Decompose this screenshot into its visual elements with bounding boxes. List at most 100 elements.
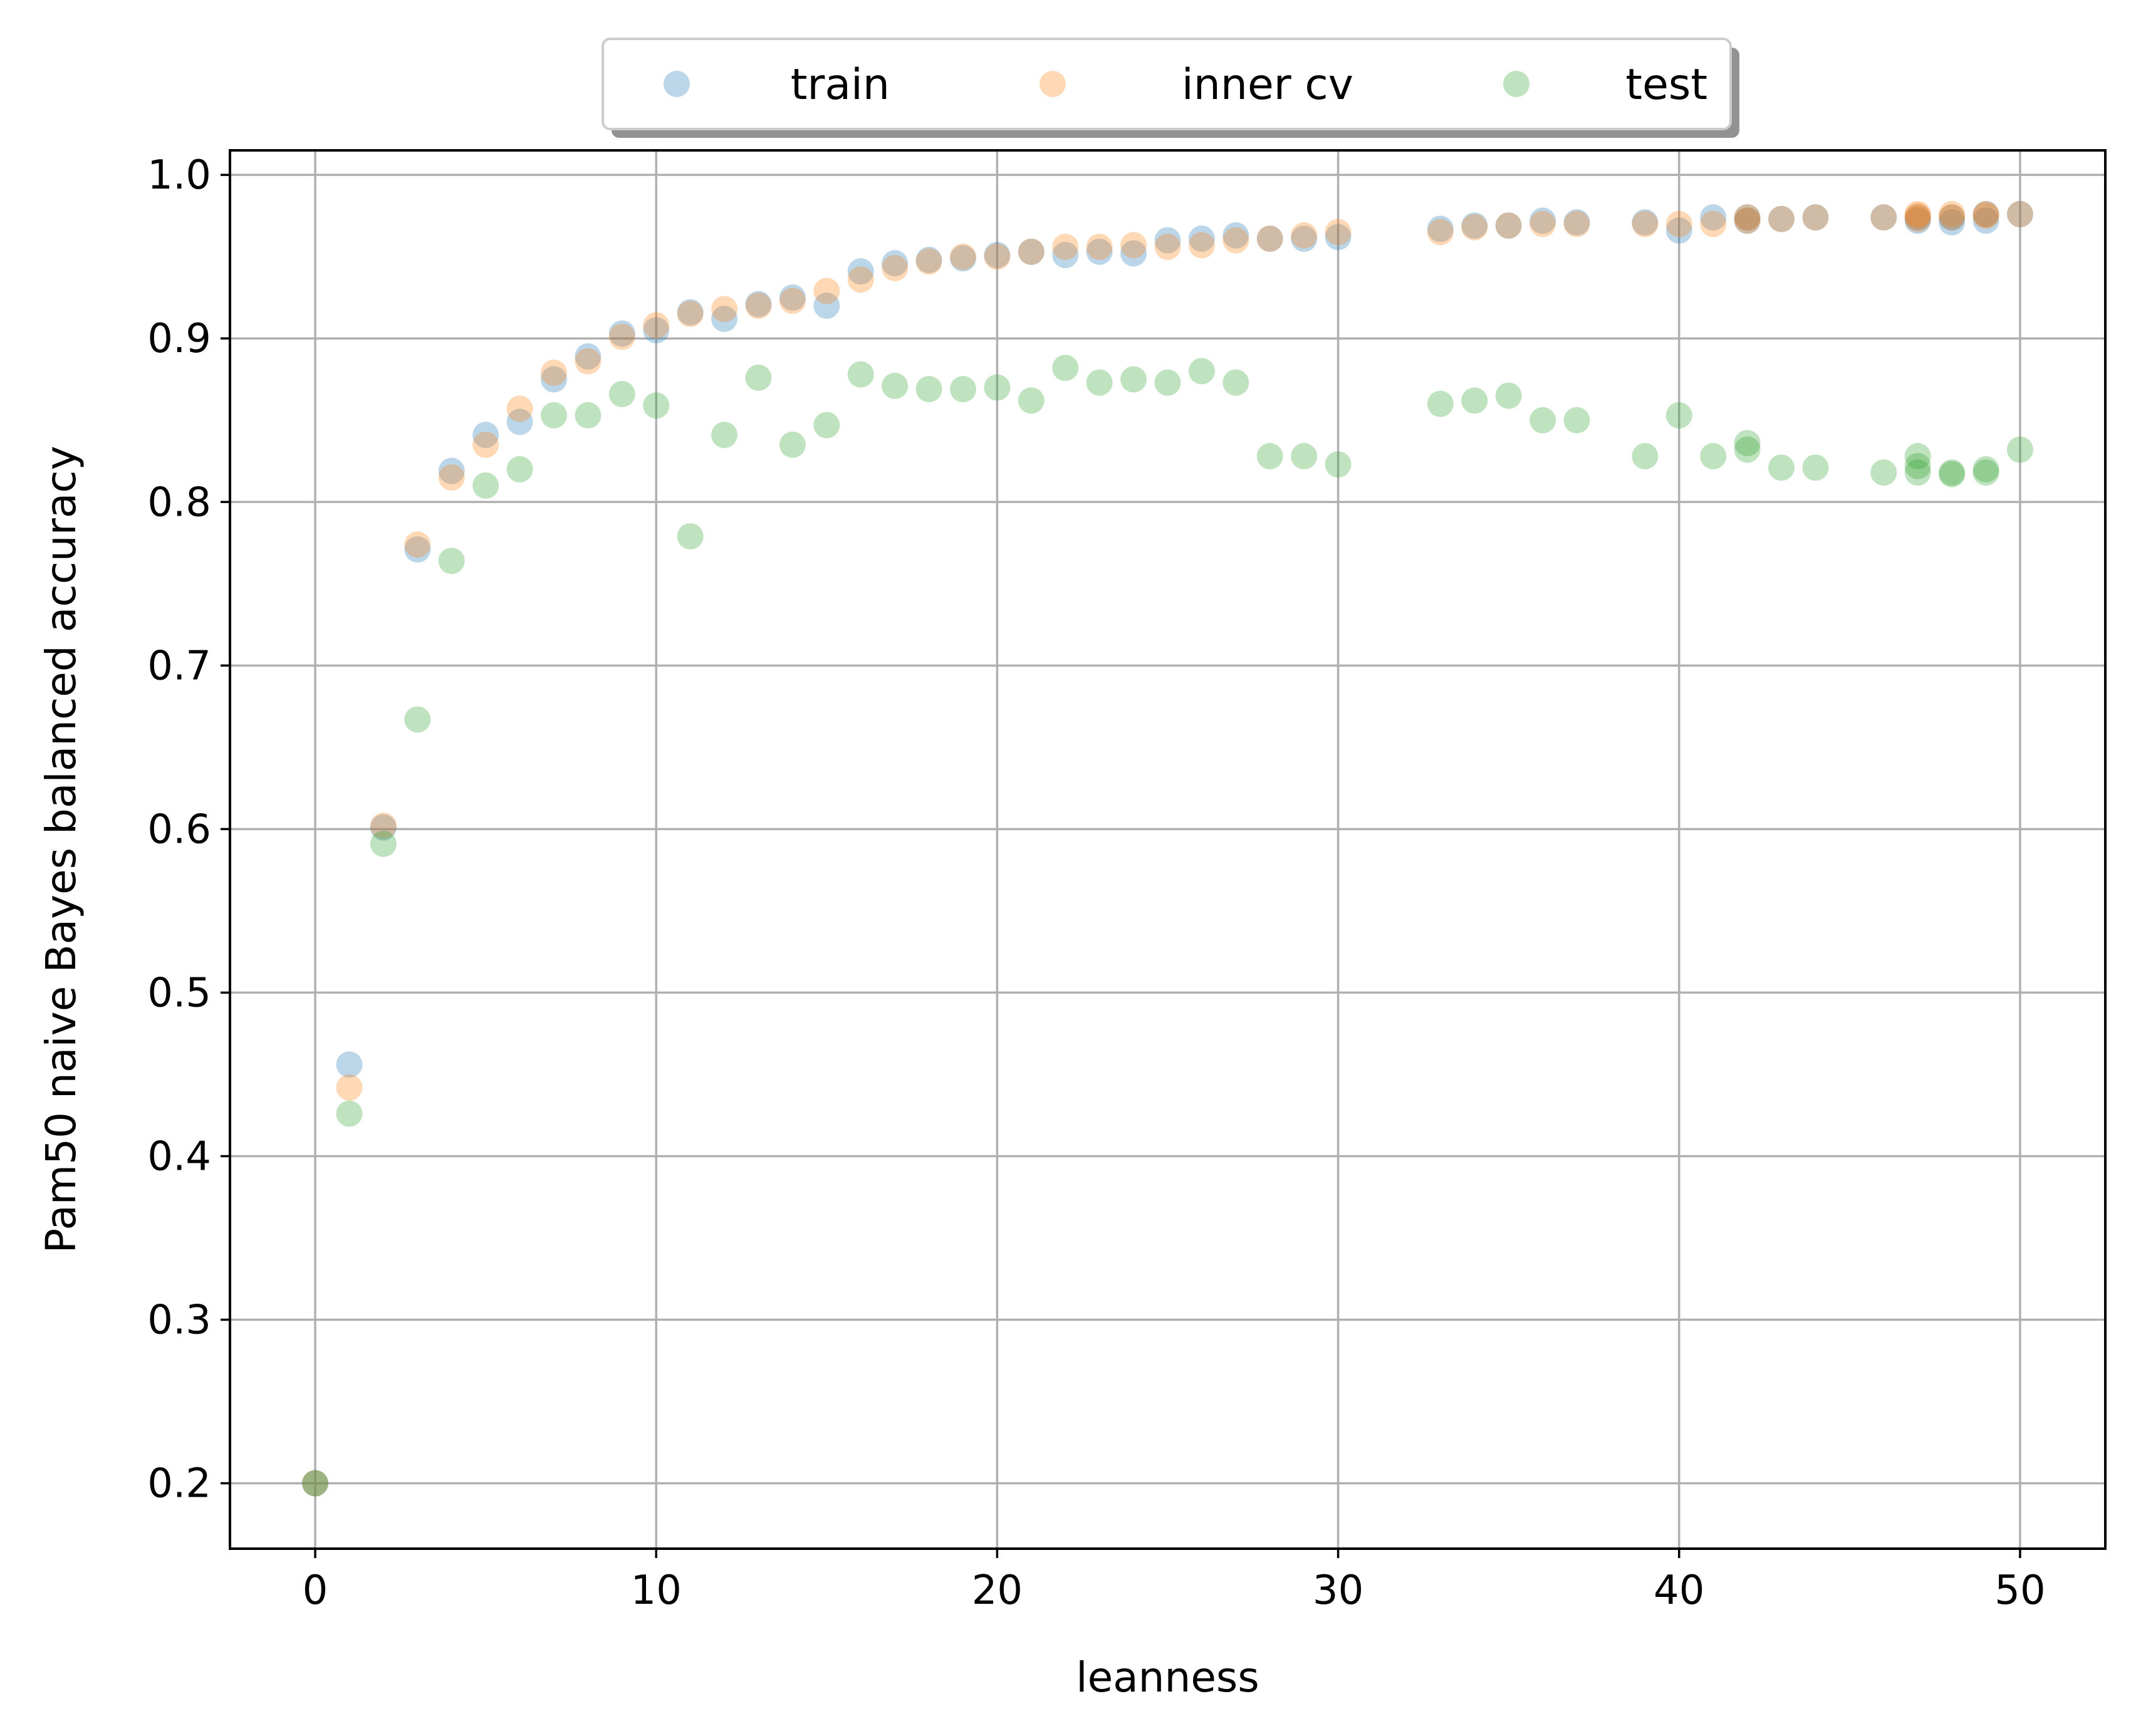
train-point — [370, 814, 397, 841]
train-point — [302, 1470, 329, 1497]
y-tick-label: 1.0 — [147, 152, 211, 199]
inner-cv-point — [1665, 211, 1692, 237]
test-point — [1734, 430, 1761, 457]
inner-cv-point — [1461, 214, 1488, 241]
inner-cv-point — [711, 296, 738, 323]
train-point — [1632, 209, 1659, 236]
train-point — [540, 366, 567, 393]
test-point — [949, 376, 976, 403]
legend-label-test: test — [1625, 60, 1707, 110]
test-point — [847, 361, 874, 388]
test-point — [472, 472, 499, 499]
test-point — [1086, 369, 1113, 396]
test-point — [882, 372, 909, 399]
train-point — [949, 245, 976, 272]
train-point — [1563, 209, 1590, 236]
train-point — [2006, 200, 2033, 227]
test-point — [915, 376, 942, 403]
test-point — [1870, 459, 1897, 486]
inner-cv-point — [1904, 205, 1931, 232]
train-point — [1768, 205, 1795, 232]
test-point — [1904, 459, 1931, 486]
inner-cv-point — [1734, 204, 1761, 231]
inner-cv-point — [779, 288, 806, 314]
test-point — [1188, 358, 1215, 385]
train-point — [1734, 204, 1761, 231]
test-point — [302, 1470, 329, 1497]
train-point — [1802, 204, 1829, 231]
test-point — [711, 422, 738, 449]
inner-cv-point — [677, 301, 704, 328]
test-point — [2006, 436, 2033, 463]
train-point — [643, 317, 670, 344]
test-point — [1427, 390, 1454, 417]
x-tick-label: 20 — [972, 1567, 1023, 1614]
inner-cv-point — [1495, 212, 1522, 239]
test-point — [984, 374, 1011, 401]
train-point — [336, 1051, 363, 1078]
inner-cv-point — [1700, 211, 1727, 237]
test-point — [370, 830, 397, 857]
test-point — [1018, 387, 1045, 414]
inner-cv-point — [1154, 234, 1181, 261]
x-tick-label: 10 — [631, 1567, 682, 1614]
legend: train inner cv test — [602, 38, 1739, 138]
inner-cv-point — [915, 248, 942, 275]
inner-cv-point — [540, 360, 567, 387]
test-point — [1972, 456, 1999, 483]
train-point — [1734, 207, 1761, 234]
train-point — [1120, 240, 1147, 267]
test-point — [1222, 369, 1249, 396]
plot-frame — [229, 149, 2107, 1550]
test-point — [438, 548, 465, 574]
train-point — [1154, 227, 1181, 254]
inner-cv-point — [1120, 232, 1147, 259]
test-point — [745, 364, 772, 391]
inner-cv-point — [1870, 204, 1897, 231]
x-tick-label: 50 — [1994, 1567, 2045, 1614]
train-point — [882, 250, 909, 277]
test-point — [1665, 402, 1692, 429]
test-point — [506, 456, 533, 483]
test-point — [1904, 452, 1931, 479]
legend-marker-train — [664, 71, 690, 97]
train-point — [847, 258, 874, 285]
train-point — [608, 320, 635, 347]
train-point — [1700, 204, 1727, 231]
inner-cv-point — [1222, 227, 1249, 254]
test-point — [1291, 443, 1318, 470]
test-point — [1325, 451, 1352, 478]
inner-cv-point — [1904, 202, 1931, 229]
train-point — [1052, 242, 1079, 269]
y-tick-label: 0.2 — [147, 1461, 211, 1507]
train-point — [1461, 212, 1488, 239]
test-point — [1154, 369, 1181, 396]
legend-label-train: train — [791, 60, 890, 110]
train-point — [1972, 200, 1999, 227]
test-point — [1939, 460, 1966, 487]
inner-cv-point — [1188, 232, 1215, 259]
train-point — [438, 457, 465, 484]
inner-cv-point — [506, 395, 533, 422]
inner-cv-point — [575, 348, 602, 375]
inner-cv-point — [1802, 204, 1829, 231]
test-point — [1632, 443, 1659, 470]
inner-cv-point — [1427, 219, 1454, 246]
inner-cv-point — [1768, 205, 1795, 232]
test-point — [404, 706, 431, 733]
x-tick-label: 0 — [303, 1567, 328, 1614]
test-point — [813, 412, 840, 439]
train-point — [1256, 225, 1283, 252]
inner-cv-point — [847, 266, 874, 293]
inner-cv-point — [1734, 207, 1761, 234]
train-point — [711, 305, 738, 332]
legend-label-inner-cv: inner cv — [1182, 60, 1353, 110]
train-point — [745, 291, 772, 318]
test-point — [1495, 382, 1522, 409]
inner-cv-point — [1972, 200, 1999, 227]
train-point — [984, 242, 1011, 269]
inner-cv-point — [472, 431, 499, 458]
inner-cv-point — [643, 312, 670, 339]
test-point — [608, 380, 635, 407]
